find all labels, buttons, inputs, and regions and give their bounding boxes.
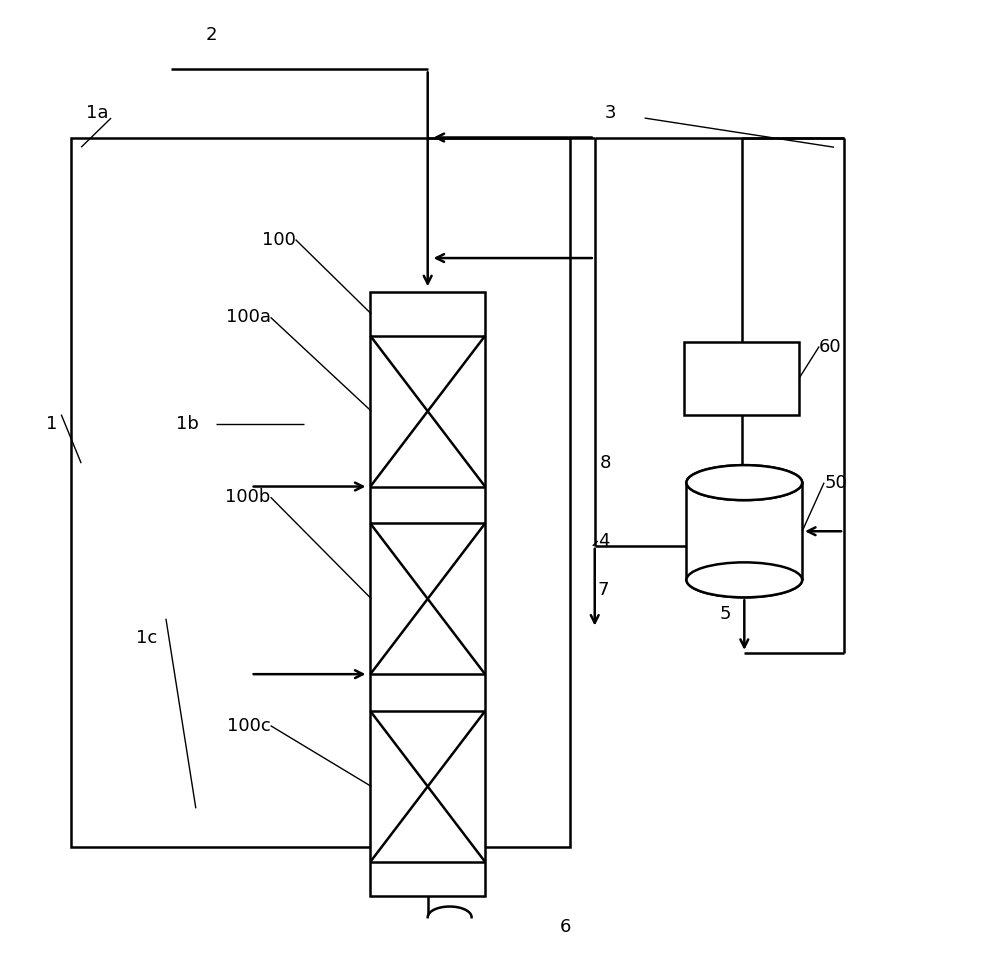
- Text: 1a: 1a: [86, 104, 109, 122]
- Bar: [684, 341, 799, 414]
- Text: 60: 60: [819, 337, 842, 356]
- Text: 1b: 1b: [176, 415, 199, 433]
- Text: 4: 4: [598, 532, 609, 550]
- Text: 1: 1: [46, 415, 58, 433]
- Ellipse shape: [686, 465, 802, 500]
- Text: 5: 5: [719, 604, 731, 623]
- Bar: [370, 292, 485, 896]
- Text: 100b: 100b: [225, 488, 271, 506]
- Bar: [71, 137, 570, 847]
- Text: 2: 2: [206, 26, 217, 45]
- Text: 1c: 1c: [136, 629, 157, 647]
- Text: 6: 6: [560, 917, 571, 936]
- Text: 50: 50: [824, 474, 847, 491]
- Text: 7: 7: [598, 580, 609, 599]
- Text: 3: 3: [605, 104, 616, 122]
- Text: 100c: 100c: [227, 717, 271, 735]
- Text: 8: 8: [600, 454, 611, 472]
- Text: 100: 100: [262, 230, 296, 249]
- Ellipse shape: [686, 563, 802, 598]
- Text: 100a: 100a: [226, 308, 271, 327]
